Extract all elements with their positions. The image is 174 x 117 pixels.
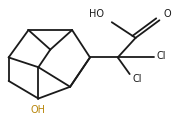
Text: Cl: Cl bbox=[156, 51, 166, 61]
Text: O: O bbox=[163, 9, 171, 19]
Text: OH: OH bbox=[31, 105, 46, 115]
Text: HO: HO bbox=[89, 9, 104, 19]
Text: Cl: Cl bbox=[133, 74, 142, 84]
